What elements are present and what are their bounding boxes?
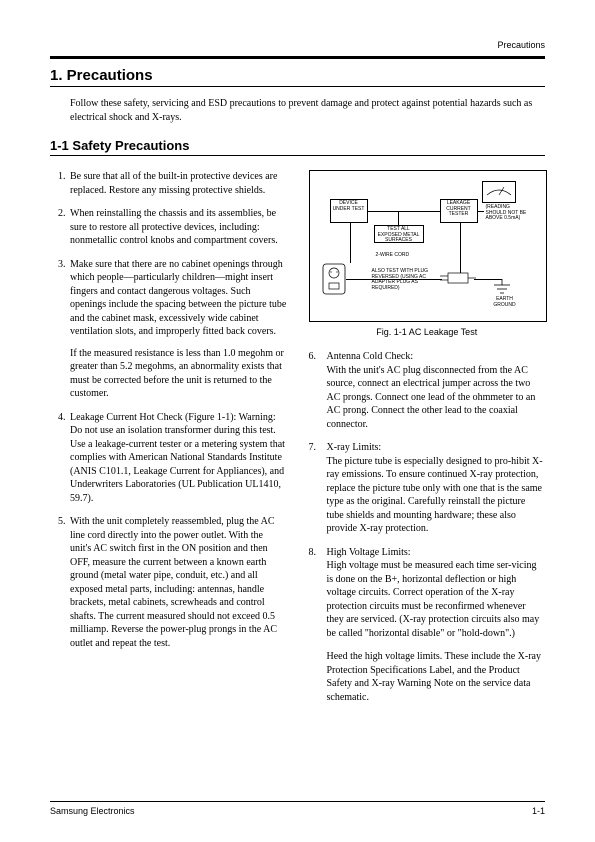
page-header-right: Precautions [50,40,545,50]
right-list: 6. Antenna Cold Check: With the unit's A… [309,350,546,704]
list-title: Antenna Cold Check: [327,351,414,362]
list-body: High Voltage Limits: High voltage must b… [327,546,546,641]
list-item: With the unit completely reassembled, pl… [68,515,287,650]
section-title: 1. Precautions [50,67,545,84]
plug-icon [440,271,476,287]
diagram-device-box: DEVICE UNDER TEST [330,199,368,223]
diagram-wire [474,279,502,280]
diagram-wire [460,223,461,273]
subtitle-underline [50,155,545,156]
leakage-test-diagram: DEVICE UNDER TEST LEAKAGE CURRENT TESTER… [309,170,548,322]
diagram-wire [350,223,351,263]
list-num: 8. [309,546,327,641]
diagram-wire [368,211,440,212]
list-item: 7. X-ray Limits: The picture tube is esp… [309,441,546,536]
diagram-wire [398,211,399,225]
list-text: High voltage must be measured each time … [327,560,540,639]
diagram-meter-box [482,181,516,203]
page-footer: Samsung Electronics 1-1 [50,801,545,816]
outlet-icon [320,261,348,297]
diagram-wire [346,279,442,280]
list-num: 7. [309,441,327,536]
diagram-earth-text: EARTH GROUND [488,297,522,308]
title-underline [50,86,545,87]
left-column: Be sure that all of the built-in protect… [50,170,287,704]
list-num: 6. [309,350,327,431]
list-item: 6. Antenna Cold Check: With the unit's A… [309,350,546,431]
list-item: 8. High Voltage Limits: High voltage mus… [309,546,546,641]
page: Precautions 1. Precautions Follow these … [0,0,595,842]
list-item: When reinstalling the chassis and its as… [68,207,287,248]
list-body: Antenna Cold Check: With the unit's AC p… [327,350,546,431]
right-column: DEVICE UNDER TEST LEAKAGE CURRENT TESTER… [309,170,546,704]
diagram-plug-text: ALSO TEST WITH PLUG REVERSED (USING AC A… [372,269,442,291]
list-title: High Voltage Limits: [327,547,411,558]
intro-paragraph: Follow these safety, servicing and ESD p… [70,97,545,124]
meter-icon [484,183,514,197]
left-ordered-list: Be sure that all of the built-in protect… [50,170,287,650]
diagram-leakage-box: LEAKAGE CURRENT TESTER [440,199,478,223]
diagram-reading-text: (READING SHOULD NOT BE ABOVE 0.5mA) [486,205,530,222]
diagram-wire [478,211,484,212]
list-body: X-ray Limits: The picture tube is especi… [327,441,546,536]
footer-right: 1-1 [532,806,545,816]
diagram-surfaces-box: TEST ALL EXPOSED METAL SURFACES [374,225,424,243]
list-item: Make sure that there are no cabinet open… [68,258,287,401]
diagram-cord-text: 2-WIRE CORD [376,253,410,259]
figure-caption: Fig. 1-1 AC Leakage Test [309,326,546,338]
list-text: The picture tube is especially designed … [327,456,543,535]
list-item-text: Make sure that there are no cabinet open… [70,259,286,338]
inserted-paragraph: If the measured resistance is less than … [70,347,287,401]
subsection-title: 1-1 Safety Precautions [50,138,545,153]
list-item: Leakage Current Hot Check (Figure 1-1): … [68,411,287,506]
list-text: With the unit's AC plug disconnected fro… [327,365,536,430]
right-tail-paragraph: Heed the high voltage limits. These incl… [327,650,546,704]
two-column-layout: Be sure that all of the built-in protect… [50,170,545,704]
list-item: Be sure that all of the built-in protect… [68,170,287,197]
list-title: X-ray Limits: [327,442,382,453]
top-rule [50,56,545,59]
footer-left: Samsung Electronics [50,806,135,816]
